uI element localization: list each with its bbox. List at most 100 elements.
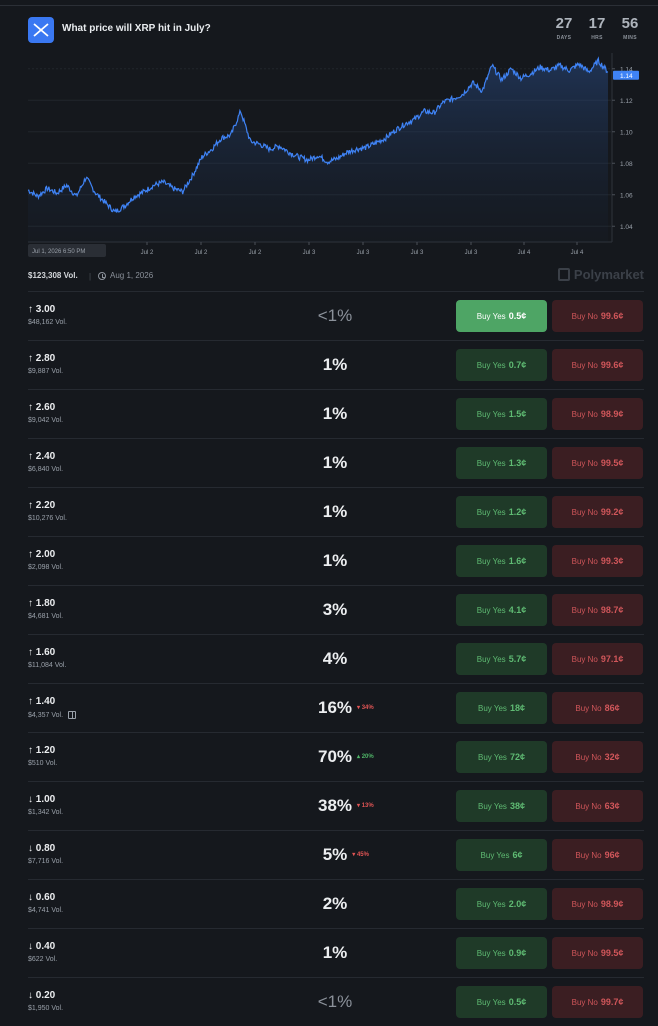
outcome-probability: 5% xyxy=(322,845,348,864)
direction-arrow-icon: ↓ xyxy=(28,794,33,805)
outcome-row[interactable]: ↓ 1.00 $1,342 Vol. 38% ▾ 13% Buy Yes 38¢ Buy N… xyxy=(28,781,644,830)
countdown-hours: 17 HRS xyxy=(588,15,606,42)
outcome-label: ↑ 2.60 xyxy=(28,402,55,413)
buy-no-button[interactable]: Buy No 97.1¢ xyxy=(552,643,643,675)
buy-yes-button[interactable]: Buy Yes 0.7¢ xyxy=(456,349,547,381)
buy-no-button[interactable]: Buy No 32¢ xyxy=(552,741,643,773)
outcome-row[interactable]: ↓ 0.80 $7,716 Vol. 5% ▾ 45% Buy Yes 6¢ Buy No 9… xyxy=(28,830,644,879)
buy-yes-button[interactable]: Buy Yes 1.3¢ xyxy=(456,447,547,479)
outcome-probability: 38% xyxy=(317,796,353,815)
buy-yes-button[interactable]: Buy Yes 1.2¢ xyxy=(456,496,547,528)
buy-no-button[interactable]: Buy No 98.7¢ xyxy=(552,594,643,626)
outcome-volume-wrap: $11,084 Vol. xyxy=(28,662,66,669)
buy-yes-button[interactable]: Buy Yes 38¢ xyxy=(456,790,547,822)
outcome-probability: 1% xyxy=(322,551,348,570)
outcome-probability: 70% xyxy=(317,747,353,766)
outcome-probability: 1% xyxy=(322,943,348,962)
buy-yes-button[interactable]: Buy Yes 0.5¢ xyxy=(456,986,547,1018)
outcome-volume-wrap: $9,042 Vol. xyxy=(28,417,63,424)
buy-no-button[interactable]: Buy No 99.5¢ xyxy=(552,937,643,969)
buy-yes-button[interactable]: Buy Yes 0.9¢ xyxy=(456,937,547,969)
probability-wrap: 1% xyxy=(268,355,402,375)
direction-arrow-icon: ↑ xyxy=(28,500,33,511)
gift-icon xyxy=(68,711,77,719)
outcome-volume-wrap: $10,276 Vol. xyxy=(28,515,67,522)
buy-no-button[interactable]: Buy No 63¢ xyxy=(552,790,643,822)
outcome-price: 2.40 xyxy=(35,451,56,462)
buy-no-button[interactable]: Buy No 99.6¢ xyxy=(552,300,643,332)
buy-no-button[interactable]: Buy No 98.9¢ xyxy=(552,398,643,430)
outcome-volume: $4,357 Vol. xyxy=(28,711,64,719)
outcome-volume-wrap: $2,098 Vol. xyxy=(28,564,63,571)
y-tick-label: 1.14 xyxy=(620,66,633,73)
outcome-row[interactable]: ↓ 0.60 $4,741 Vol. 2% Buy Yes 2.0¢ Buy No 98.9… xyxy=(28,879,644,928)
price-chart[interactable]: 1.14 1.12 1.10 1.08 1.06 1.04 Jul 2 Jul 2 Jul 2… xyxy=(0,48,658,263)
clock-icon xyxy=(98,272,106,280)
buy-yes-button[interactable]: Buy Yes 4.1¢ xyxy=(456,594,547,626)
brand-name: Polymarket xyxy=(573,267,644,282)
buy-yes-button[interactable]: Buy Yes 5.7¢ xyxy=(456,643,547,675)
buy-yes-button[interactable]: Buy Yes 1.5¢ xyxy=(456,398,547,430)
outcome-row[interactable]: ↑ 2.60 $9,042 Vol. 1% Buy Yes 1.5¢ Buy No 98.9… xyxy=(28,389,644,438)
outcome-label: ↓ 0.80 xyxy=(28,843,55,854)
buy-no-button[interactable]: Buy No 99.6¢ xyxy=(552,349,643,381)
outcome-label: ↑ 1.60 xyxy=(28,647,55,658)
buy-yes-button[interactable]: Buy Yes 6¢ xyxy=(456,839,547,871)
outcome-row[interactable]: ↑ 1.40 $4,357 Vol. 16% ▾ 34% Buy Yes 18¢ Buy N… xyxy=(28,683,644,732)
outcome-price: 1.60 xyxy=(35,647,56,658)
outcome-row[interactable]: ↑ 1.60 $11,084 Vol. 4% Buy Yes 5.7¢ Buy No 97.… xyxy=(28,634,644,683)
probability-wrap: 1% xyxy=(268,404,402,424)
buy-no-button[interactable]: Buy No 98.9¢ xyxy=(552,888,643,920)
outcome-row[interactable]: ↑ 2.80 $9,887 Vol. 1% Buy Yes 0.7¢ Buy No 99.6… xyxy=(28,340,644,389)
polymarket-brand: Polymarket xyxy=(557,267,644,282)
outcome-row[interactable]: ↓ 0.40 $622 Vol. 1% Buy Yes 0.9¢ Buy No 99.5¢ xyxy=(28,928,644,977)
buy-yes-button[interactable]: Buy Yes 2.0¢ xyxy=(456,888,547,920)
outcome-row[interactable]: ↑ 3.00 $48,162 Vol. <1% Buy Yes 0.5¢ Buy No 99… xyxy=(28,291,644,340)
x-tick-label: Jul 4 xyxy=(518,250,531,256)
buy-no-button[interactable]: Buy No 86¢ xyxy=(552,692,643,724)
direction-arrow-icon: ↑ xyxy=(28,451,33,462)
outcome-row[interactable]: ↑ 1.20 $510 Vol. 70% ▴ 20% Buy Yes 72¢ Buy No 3… xyxy=(28,732,644,781)
outcome-row[interactable]: ↑ 2.00 $2,098 Vol. 1% Buy Yes 1.6¢ Buy No 99.3… xyxy=(28,536,644,585)
outcome-probability: 16% xyxy=(317,698,353,717)
outcome-row[interactable]: ↓ 0.20 $1,950 Vol. <1% Buy Yes 0.5¢ Buy No 99.… xyxy=(28,977,644,1026)
x-tick-label: Jul 3 xyxy=(357,250,370,256)
outcome-probability: 1% xyxy=(322,404,348,423)
outcome-row[interactable]: ↑ 2.40 $6,840 Vol. 1% Buy Yes 1.3¢ Buy No 99.5… xyxy=(28,438,644,487)
outcome-volume: $48,162 Vol. xyxy=(28,319,67,326)
probability-wrap: 70% ▴ 20% xyxy=(268,747,402,767)
buy-no-button[interactable]: Buy No 99.3¢ xyxy=(552,545,643,577)
buy-yes-button[interactable]: Buy Yes 0.5¢ xyxy=(456,300,547,332)
price-chart-svg[interactable]: 1.14 1.12 1.10 1.08 1.06 1.04 Jul 2 Jul 2 Jul 2… xyxy=(0,48,658,263)
buy-yes-button[interactable]: Buy Yes 18¢ xyxy=(456,692,547,724)
probability-wrap: <1% xyxy=(268,306,402,326)
market-title: What price will XRP hit in July? xyxy=(62,23,211,34)
end-date: Aug 1, 2026 xyxy=(110,271,154,280)
buy-yes-button[interactable]: Buy Yes 72¢ xyxy=(456,741,547,773)
outcome-price: 2.80 xyxy=(35,353,56,364)
outcome-price: 0.40 xyxy=(35,941,56,952)
y-tick-label: 1.06 xyxy=(620,192,633,199)
market-header: What price will XRP hit in July? 27 DAYS… xyxy=(28,16,640,46)
buy-no-button[interactable]: Buy No 99.7¢ xyxy=(552,986,643,1018)
outcome-volume: $7,716 Vol. xyxy=(28,858,64,865)
buy-no-button[interactable]: Buy No 96¢ xyxy=(552,839,643,871)
outcome-label: ↑ 2.00 xyxy=(28,549,55,560)
buy-yes-button[interactable]: Buy Yes 1.6¢ xyxy=(456,545,547,577)
probability-wrap: 5% ▾ 45% xyxy=(268,845,402,865)
outcome-row[interactable]: ↑ 1.80 $4,681 Vol. 3% Buy Yes 4.1¢ Buy No 98.7… xyxy=(28,585,644,634)
buy-no-button[interactable]: Buy No 99.2¢ xyxy=(552,496,643,528)
outcome-label: ↑ 1.80 xyxy=(28,598,55,609)
outcome-probability: 1% xyxy=(322,453,348,472)
outcome-price: 1.40 xyxy=(35,696,56,707)
outcome-volume: $9,887 Vol. xyxy=(28,368,64,375)
outcome-row[interactable]: ↑ 2.20 $10,276 Vol. 1% Buy Yes 1.2¢ Buy No 99.… xyxy=(28,487,644,536)
outcome-label: ↑ 2.80 xyxy=(28,353,55,364)
outcome-price: 0.60 xyxy=(35,892,56,903)
outcome-label: ↑ 2.40 xyxy=(28,451,55,462)
buy-no-button[interactable]: Buy No 99.5¢ xyxy=(552,447,643,479)
outcome-probability: 3% xyxy=(322,600,348,619)
outcome-volume: $9,042 Vol. xyxy=(28,417,64,424)
outcome-price: 2.60 xyxy=(35,402,56,413)
direction-arrow-icon: ↑ xyxy=(28,696,33,707)
